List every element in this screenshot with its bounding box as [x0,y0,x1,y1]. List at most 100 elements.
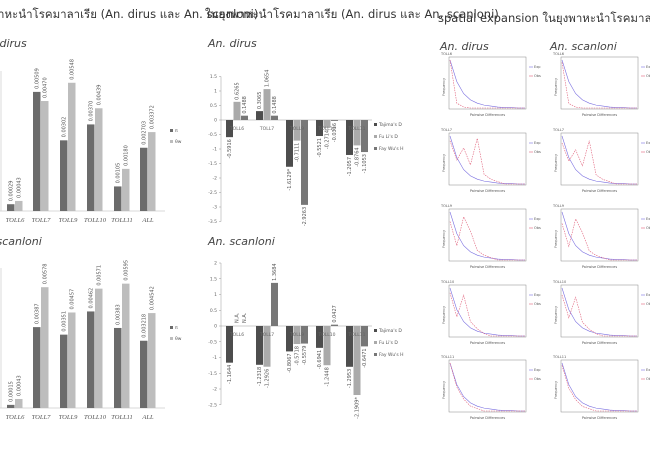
legend-label: Exp [646,293,650,297]
chart2-title: An. scanloni [0,235,42,248]
legend-label: Obs [534,377,541,381]
data-label: 0.003218 [142,314,148,338]
bar [331,120,338,121]
bar [361,120,368,153]
legend-label: Obs [534,302,541,306]
plot-frame [448,132,527,186]
obs-line [561,294,637,337]
data-label: -0.8067 [287,353,293,372]
bar [271,115,278,120]
plot-title: TOLL7 [552,128,564,132]
plot-frame [448,359,527,413]
bar [15,200,23,211]
legend-label: Exp [534,217,541,221]
exp-line [449,287,525,337]
y-tick-label: -3 [213,205,218,211]
plot-title: TOLL7 [440,128,452,132]
data-label: -0.7111 [295,143,301,162]
exp-line [561,362,637,412]
x-axis-label: Pairwise Differences [582,265,617,269]
legend-swatch [374,123,377,126]
category-label: TOLL7 [32,414,51,421]
data-label: 0.00571 [97,265,103,286]
data-label: 0.00548 [70,59,76,80]
bar [346,120,353,155]
data-label: -0.6471 [362,348,368,367]
bar [286,120,293,167]
data-label: -1.2926 [265,369,271,388]
bar [293,326,301,345]
y-tick-label: 0 [214,324,217,330]
y-tick-label: -2 [213,176,218,182]
legend-label: Obs [646,150,650,154]
data-label: -1.2318 [257,367,263,386]
bar [41,287,49,408]
y-tick-label: 0.5 [210,308,217,314]
y-axis-label: Frequency [442,381,446,399]
category-label: TOLL10 [317,332,335,338]
bar [60,334,68,408]
legend-label: Fu Li's D [379,134,398,140]
y-axis-label: Frequency [554,78,558,96]
bar [263,326,271,367]
legend-swatch [374,329,377,332]
x-axis-label: Pairwise Differences [582,341,617,345]
plot-title: TOLL10 [552,280,566,284]
x-axis-label: Pairwise Differences [582,113,617,117]
data-label: 0.00180 [124,145,130,166]
legend-label: Exp [646,368,650,372]
legend-label: Tajima's D [378,328,402,334]
legend-label: Tajima's D [378,122,402,128]
bar [140,340,148,408]
y-axis-label: Frequency [554,230,558,248]
bar [68,312,76,408]
plot-frame [560,359,639,413]
bar [95,288,103,408]
category-label: TOLL9 [289,332,304,338]
plot-title: TOLL6 [552,52,564,56]
legend-label: Exp [534,65,541,69]
bar [7,404,15,408]
exp-line [561,135,637,185]
data-label: 0.6265 [235,82,241,100]
plot-title: TOLL11 [552,355,566,359]
plot-frame [560,56,639,110]
bar [95,108,103,211]
data-label: 0.00105 [116,163,122,184]
charts: 0.00029 0.00509 0.00302 0.00370 0.00105 0.002… [0,52,650,421]
data-label: 1.0654 [265,70,271,88]
legend-label: Exp [534,368,541,372]
x-axis-label: Pairwise Differences [582,189,617,193]
data-label: -1.6129* [287,168,293,190]
y-tick-label: -2.5 [208,402,217,408]
category-label: TOLL6 [6,217,25,224]
legend-label: θw [175,139,182,145]
bar [7,204,15,211]
legend-label: Fay Wu's H [379,146,404,152]
obs-line [561,62,637,109]
legend-label: Exp [646,141,650,145]
legend-swatch [170,129,173,132]
bar [256,326,263,365]
bar [316,326,323,348]
bar [286,326,293,352]
data-label: 0.00509 [35,68,41,89]
y-axis-label: Frequency [554,154,558,172]
data-label: 0.00578 [43,264,49,285]
bar [148,132,156,211]
legend-label: Obs [646,226,650,230]
y-axis-label: Frequency [442,78,446,96]
y-tick-label: 1.5 [210,74,217,80]
bar [301,120,308,205]
plot-title: TOLL9 [552,204,564,208]
legend-label: Exp [534,141,541,145]
data-label: 0.00595 [124,260,130,281]
plot-frame [448,56,527,110]
x-axis-label: Pairwise Differences [582,416,617,420]
mismatch-col2-title: An. scanloni [549,40,617,53]
bar [263,89,271,120]
legend-swatch [374,147,377,150]
category-label: ALL [141,414,154,421]
data-label: 0.00015 [9,381,15,402]
y-tick-label: -1.5 [208,161,217,167]
